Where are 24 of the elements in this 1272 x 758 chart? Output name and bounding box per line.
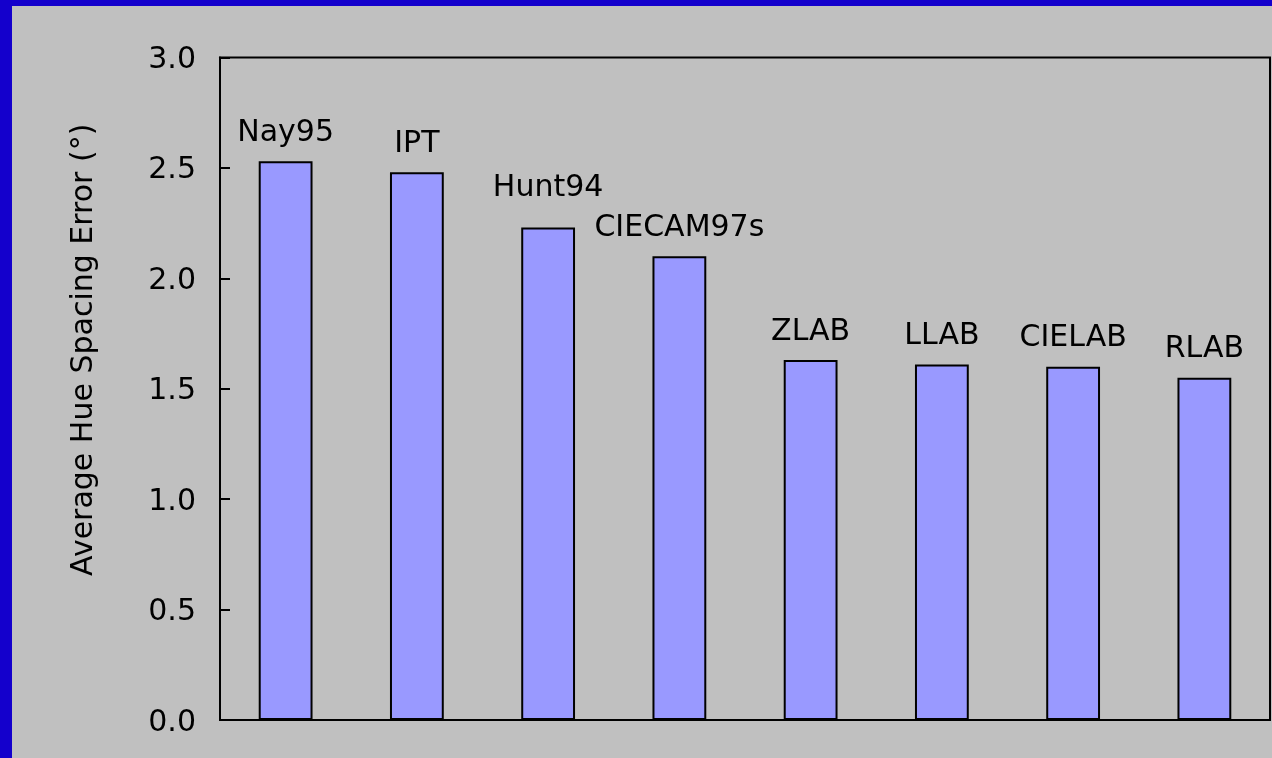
bar [914, 364, 969, 720]
y-tick-label: 3.0 [148, 40, 196, 75]
x-tick-label: CIELAB [1019, 318, 1127, 354]
y-tick-label: 0.5 [148, 592, 196, 628]
x-tick-label: LLAB [904, 315, 980, 351]
x-tick-label: CIECAM97s [594, 207, 765, 243]
y-tick-label: 0.0 [148, 702, 196, 738]
y-tick-label: 2.5 [148, 150, 196, 186]
y-tick-label: 2.0 [148, 260, 196, 296]
bar [652, 256, 707, 720]
bar [783, 360, 838, 720]
bar [258, 161, 313, 720]
bar [521, 227, 576, 720]
y-tick-label: 1.5 [148, 371, 196, 407]
x-tick-label: RLAB [1164, 329, 1245, 365]
x-tick-label: Nay95 [237, 112, 335, 148]
x-tick-label: Hunt94 [492, 167, 604, 203]
x-tick-label: ZLAB [771, 311, 851, 347]
x-tick-label: IPT [394, 123, 441, 159]
bar [1046, 366, 1101, 720]
bar [389, 172, 444, 720]
y-axis-title: Average Hue Spacing Error (°) [63, 123, 99, 576]
y-tick-label: 1.0 [148, 481, 196, 517]
bar [1177, 377, 1232, 720]
